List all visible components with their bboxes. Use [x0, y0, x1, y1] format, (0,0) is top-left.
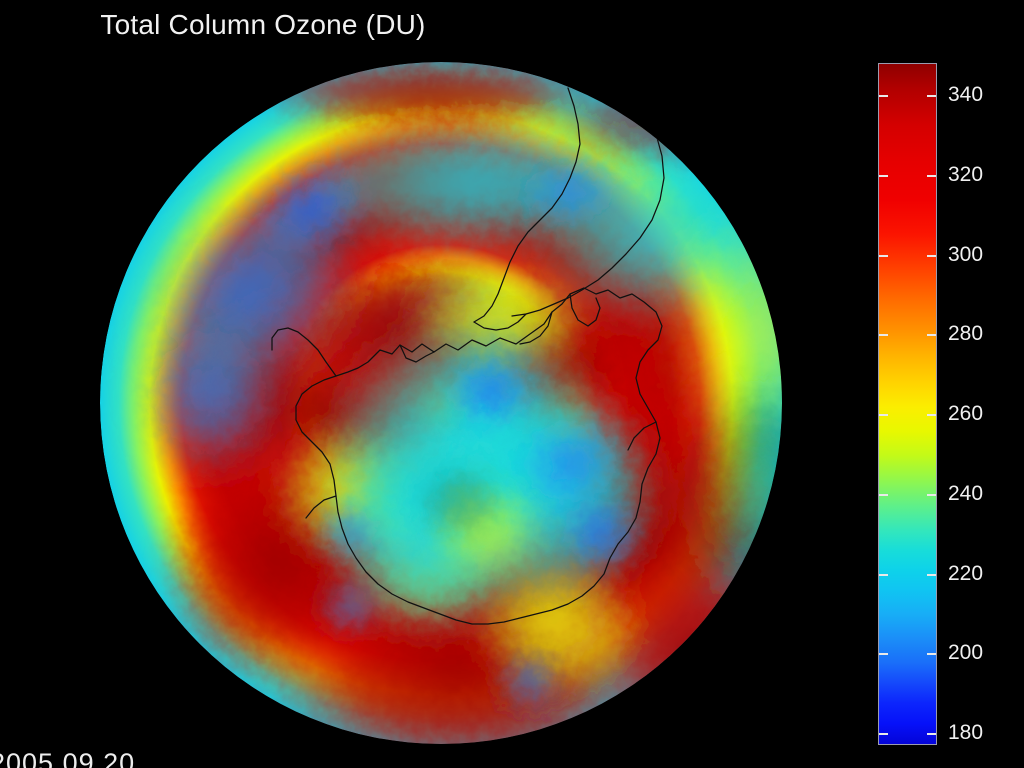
orthographic-projection	[100, 62, 782, 744]
colorbar-tick-300	[927, 254, 936, 257]
colorbar-tick-220	[879, 573, 888, 576]
page-title: Total Column Ozone (DU)	[100, 9, 426, 40]
colorbar-tick-240	[927, 493, 936, 496]
coastlines	[271, 79, 665, 625]
colorbar-tick-280	[879, 334, 888, 337]
colorbar-label-240: 240	[948, 481, 984, 505]
ozone-field	[100, 62, 782, 744]
colorbar-label-300: 300	[948, 242, 984, 266]
colorbar-tick-200	[879, 653, 888, 656]
colorbar-label-220: 220	[948, 561, 984, 585]
colorbar-label-200: 200	[948, 641, 984, 665]
colorbar-tick-180	[927, 733, 936, 735]
colorbar-tick-340	[879, 95, 888, 97]
colorbar-label-280: 280	[948, 322, 984, 346]
colorbar[interactable]	[878, 63, 937, 745]
colorbar-label-340: 340	[948, 83, 984, 106]
colorbar-tick-200	[927, 653, 936, 656]
colorbar-tick-260	[927, 414, 936, 416]
colorbar-tick-180	[879, 733, 888, 735]
colorbar-label-180: 180	[948, 721, 984, 744]
colorbar-tick-220	[927, 573, 936, 576]
colorbar-tick-280	[927, 334, 936, 337]
colorbar-tick-340	[927, 95, 936, 97]
colorbar-label-320: 320	[948, 162, 984, 186]
colorbar-tick-260	[879, 414, 888, 416]
colorbar-label-260: 260	[948, 402, 984, 425]
colorbar-tick-240	[879, 493, 888, 496]
colorbar-tick-320	[879, 174, 888, 177]
colorbar-tick-300	[879, 254, 888, 257]
colorbar-tick-320	[927, 174, 936, 177]
date-stamp: 2005 09 20	[0, 748, 136, 768]
globe-map[interactable]	[100, 62, 782, 744]
